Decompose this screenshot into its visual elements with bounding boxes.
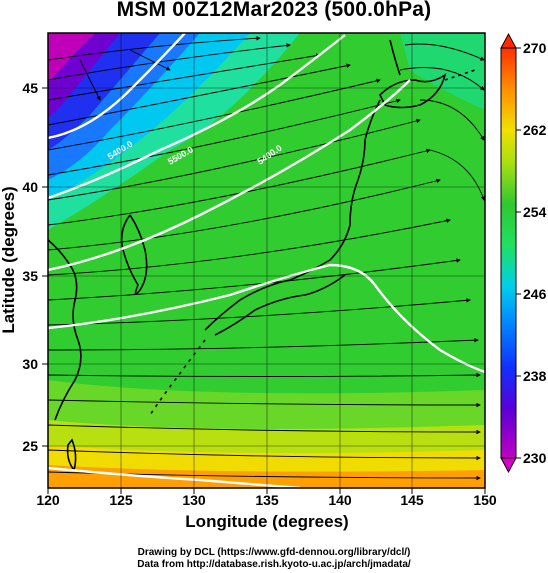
chart-title: MSM 00Z12Mar2023 (500.0hPa) xyxy=(116,0,432,21)
x-tick-label: 125 xyxy=(109,492,133,508)
y-tick-label: 40 xyxy=(22,179,38,195)
colorbar-tick: 270 xyxy=(523,40,547,56)
x-tick-label: 130 xyxy=(182,492,206,508)
x-tick-label: 150 xyxy=(473,492,497,508)
y-tick-label: 25 xyxy=(22,438,38,454)
x-tick-label: 145 xyxy=(400,492,424,508)
x-axis-title: Longitude (degrees) xyxy=(185,512,348,531)
y-axis-title: Latitude (degrees) xyxy=(0,186,18,333)
colorbar-tick: 230 xyxy=(523,450,547,466)
height-contours xyxy=(48,33,485,488)
x-axis: 120 125 130 135 140 145 150 Longitude (d… xyxy=(36,488,497,531)
colorbar: 270 262 254 246 238 230 xyxy=(500,32,547,474)
gridlines xyxy=(48,33,485,488)
y-tick-label: 45 xyxy=(22,80,38,96)
x-tick-label: 120 xyxy=(36,492,60,508)
footer-line-drawing: Drawing by DCL (https://www.gfd-dennou.o… xyxy=(137,547,411,558)
footer-credits: Drawing by DCL (https://www.gfd-dennou.o… xyxy=(0,547,548,571)
colorbar-tick: 254 xyxy=(523,204,547,220)
y-tick-label: 35 xyxy=(22,268,38,284)
footer-line-data: Data from http://database.rish.kyoto-u.a… xyxy=(137,559,411,570)
y-axis: 45 40 35 30 25 Latitude (degrees) xyxy=(0,80,48,454)
coastlines xyxy=(48,39,476,472)
colorbar-tick: 246 xyxy=(523,286,547,302)
colorbar-tick: 238 xyxy=(523,368,547,384)
x-tick-label: 135 xyxy=(255,492,279,508)
x-tick-label: 140 xyxy=(328,492,352,508)
y-tick-label: 30 xyxy=(22,356,38,372)
temperature-field xyxy=(48,33,485,488)
colorbar-tick: 262 xyxy=(523,122,547,138)
